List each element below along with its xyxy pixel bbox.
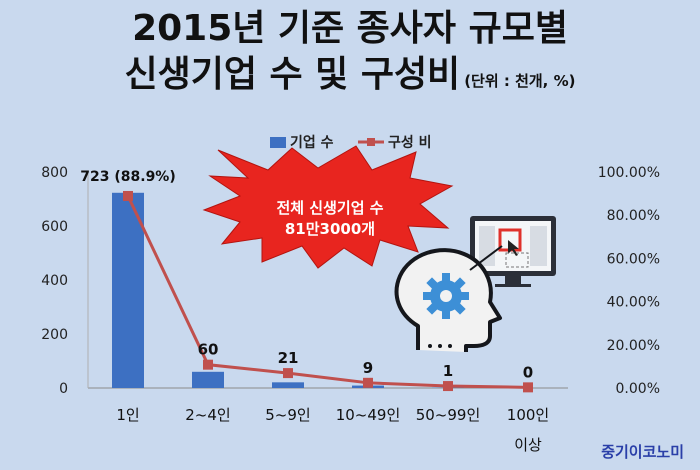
data-label: 9 [363,359,373,377]
right-tick-label: 100.00% [598,165,660,181]
right-tick-label: 60.00% [607,251,660,267]
line-point [443,381,453,392]
mind-gear-head-icon [394,245,503,352]
line-series [123,190,533,393]
line-point [523,382,533,393]
x-tick-label: 100인 [507,406,549,424]
line-point [203,359,213,370]
data-labels: 723 (88.9%) 60 21 9 1 0 [80,169,533,382]
legend-bar-label: 기업 수 [290,135,334,151]
data-label: 723 (88.9%) [80,169,175,185]
legend: 기업 수 구성 비 [270,135,432,151]
right-tick-label: 80.00% [607,208,660,224]
data-label: 0 [523,363,533,381]
right-tick-label: 40.00% [607,295,660,311]
x-tick-label: 이상 [514,436,542,454]
right-tick-label: 0.00% [616,381,660,397]
right-tick-label: 20.00% [607,338,660,354]
left-tick-label: 200 [41,327,68,343]
line-point [363,377,373,388]
line-path [126,195,529,389]
callout-line-1: 전체 신생기업 수 [276,199,383,217]
callout-starburst: 전체 신생기업 수 81만3000개 [202,145,454,269]
line-point [283,368,293,379]
title-line-2: 신생기업 수 및 구성비 [124,54,461,95]
right-axis-ticks: 0.00% 20.00% 40.00% 60.00% 80.00% 100.00% [598,165,660,397]
left-axis-ticks: 0 200 400 600 800 [41,165,68,397]
x-tick-label: 1인 [116,406,139,424]
left-tick-label: 600 [41,219,68,235]
left-tick-label: 800 [41,165,68,181]
x-tick-label: 10~49인 [336,406,401,424]
monitor-icon [470,216,556,287]
left-tick-label: 0 [59,381,68,397]
chart-title: 2015년 기준 종사자 규모별 신생기업 수 및 구성비 (단위 : 천개, %… [0,6,700,104]
x-tick-label: 2~4인 [185,406,230,424]
data-label: 60 [198,341,219,359]
data-label: 1 [443,362,453,380]
legend-line-marker [367,138,375,146]
x-tick-label: 50~99인 [416,406,481,424]
bar-series [112,192,464,388]
starburst-shape [202,145,454,269]
callout-line-2: 81만3000개 [285,220,375,238]
x-tick-label: 5~9인 [265,406,310,424]
data-label: 21 [278,349,299,367]
title-line-1: 2015년 기준 종사자 규모별 [132,8,568,49]
line-point [123,190,133,201]
bar [192,371,224,388]
left-tick-label: 400 [41,273,68,289]
bar [112,192,144,388]
legend-bar-swatch [270,137,286,148]
unit-note: (단위 : 천개, %) [464,72,576,90]
bar [272,382,304,388]
legend-line-label: 구성 비 [388,135,432,151]
brand-logo-text: 중기이코노미 [601,443,684,461]
